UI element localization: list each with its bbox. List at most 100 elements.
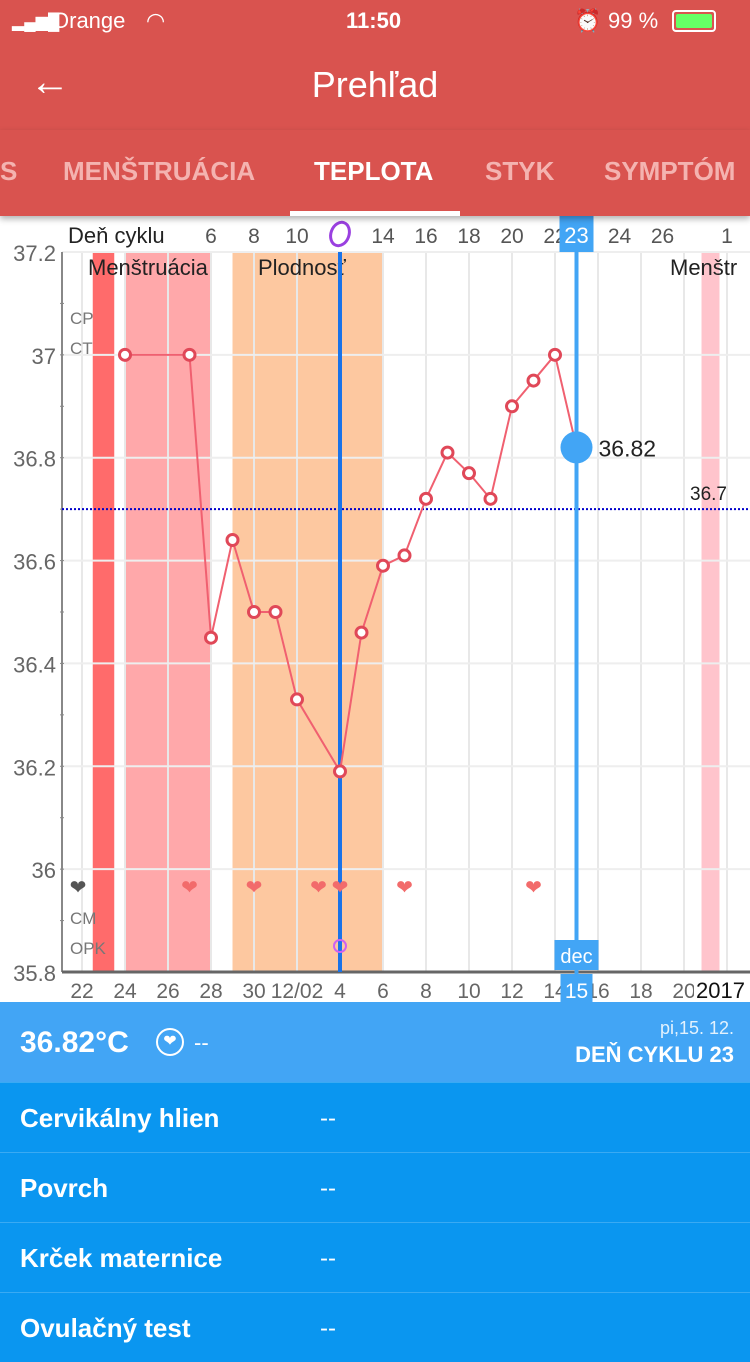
top-selected-badge <box>559 216 594 252</box>
top-tick-label: 24 <box>608 225 632 248</box>
intercourse-heart-icon: ❤ <box>525 877 542 899</box>
bottom-selected-badge <box>560 974 593 1002</box>
y-tick-label: 37 <box>32 344 56 369</box>
top-tick-label: 1 <box>721 225 733 248</box>
y-tick-label: 36.2 <box>13 755 56 780</box>
y-tick-label: 36 <box>32 858 56 883</box>
top-tick-label: 8 <box>248 225 260 248</box>
temperature-point <box>204 630 218 645</box>
battery-icon <box>672 10 716 32</box>
detail-row-cervical-mucus[interactable]: Cervikálny hlien -- <box>0 1082 750 1152</box>
bottom-tick-label: 12 <box>500 980 523 1002</box>
bottom-tick-label: 30 <box>242 980 265 1002</box>
year-label-bg <box>694 974 750 1002</box>
top-tick-label: 20 <box>500 225 523 248</box>
band-label-menstruation: Menštruácia <box>88 255 209 280</box>
temperature-point <box>118 347 132 362</box>
detail-label: Krček maternice <box>20 1243 223 1273</box>
page-title: Prehľad <box>311 64 439 105</box>
row-label-ct: CT <box>70 339 93 358</box>
bottom-tick-label: 28 <box>199 980 222 1002</box>
detail-label: Povrch <box>20 1173 109 1203</box>
selected-day-info: 36.82°C ❤ -- pi,15. 12. DEŇ CYKLU 23 <box>0 1002 750 1082</box>
next-menstruation-band <box>701 252 720 972</box>
top-tick-label: 14 <box>371 225 395 248</box>
cycle-day: DEŇ CYKLU 23 <box>575 1042 734 1067</box>
wifi-icon: ◠ <box>146 8 166 33</box>
detail-label: Cervikálny hlien <box>20 1103 220 1133</box>
detail-row-cervix[interactable]: Krček maternice -- <box>0 1222 750 1292</box>
temperature-point <box>247 605 261 619</box>
tab-styk[interactable]: STYK <box>485 156 555 186</box>
tab-bar: S MENŠTRUÁCIA TEPLOTA STYK SYMPTÓM <box>0 130 750 216</box>
row-label-opk: OPK <box>70 939 107 958</box>
month-badge <box>554 940 599 970</box>
temperature-point <box>397 548 412 563</box>
temperature-point <box>225 533 240 547</box>
selected-point-label: 36.82 <box>599 435 657 461</box>
heart-legend-icon: ❤ <box>70 877 87 899</box>
ovulation-icon <box>329 220 351 248</box>
temperature-chart[interactable]: 37.2 37 36.8 36.6 36.4 36.2 36 35.8 Menštruácia P… <box>0 216 750 1002</box>
temperature-point <box>483 491 498 506</box>
temperature-point <box>440 445 455 460</box>
intercourse-value: -- <box>194 1030 209 1055</box>
battery-percent: 99 % <box>608 8 659 33</box>
bottom-tick-label: 8 <box>420 980 432 1002</box>
top-tick-label: 18 <box>457 225 480 248</box>
coverline-label: 36.7 <box>690 484 727 505</box>
intercourse-heart-icon: ❤ <box>246 877 263 899</box>
bottom-tick-label: 20 <box>672 980 695 1002</box>
bottom-tick-label: 24 <box>113 980 137 1002</box>
tab-symptom[interactable]: SYMPTÓM <box>604 156 736 186</box>
detail-value: -- <box>320 1315 336 1342</box>
detail-value: -- <box>320 1105 336 1132</box>
row-label-cm: CM <box>70 909 96 928</box>
tab-teplota[interactable]: TEPLOTA <box>314 156 434 186</box>
ovulation-test-marker <box>333 939 347 953</box>
temperature-point <box>268 605 283 619</box>
temperature-point <box>526 373 541 388</box>
tab-menstruacia[interactable]: MENŠTRUÁCIA <box>63 156 256 186</box>
carrier: Orange <box>52 8 126 33</box>
bottom-tick-label: 10 <box>457 980 480 1002</box>
year-label: 2017 <box>696 978 745 1002</box>
status-bar: ▂▄▆█ Orange ◠ 11:50 ⏰ 99 % <box>0 0 750 42</box>
selected-temperature: 36.82°C <box>20 1026 129 1059</box>
temperature-point <box>419 491 433 506</box>
top-tick-label: 26 <box>651 225 674 248</box>
y-tick-label: 36.8 <box>13 447 56 472</box>
bottom-tick-label: 22 <box>70 980 93 1002</box>
temperature-point <box>505 399 519 414</box>
detail-row-ovulation-test[interactable]: Ovulačný test -- <box>0 1292 750 1362</box>
menstruation-heavy-band <box>92 252 115 972</box>
temperature-point <box>354 625 369 640</box>
temperature-point <box>548 347 562 362</box>
bottom-tick-label: 12/02 <box>271 980 324 1002</box>
temperature-point <box>290 692 304 707</box>
top-axis-label: Deň cyklu <box>68 223 165 248</box>
row-label-cp: CP <box>70 309 94 328</box>
tab-indicator <box>290 211 460 216</box>
detail-value: -- <box>320 1175 336 1202</box>
tab-s[interactable]: S <box>0 156 18 186</box>
y-tick-label: 35.8 <box>13 961 56 986</box>
y-tick-label: 36.6 <box>13 550 56 575</box>
back-arrow-icon[interactable]: ← <box>30 60 70 104</box>
y-tick-label: 37.2 <box>13 241 56 266</box>
signal-icon: ▂▄▆█ <box>12 14 60 31</box>
y-tick-label: 36.4 <box>13 652 56 677</box>
bottom-tick-label: 26 <box>156 980 179 1002</box>
bottom-tick-label: 6 <box>377 980 389 1002</box>
intercourse-heart-icon: ❤ <box>332 877 349 899</box>
detail-row-surface[interactable]: Povrch -- <box>0 1152 750 1222</box>
selected-point <box>560 431 593 464</box>
intercourse-heart-icon: ❤ <box>396 877 413 899</box>
app-bar: ← Prehľad <box>0 42 750 130</box>
top-tick-label: 10 <box>285 225 308 248</box>
detail-value: -- <box>320 1245 336 1272</box>
temperature-point <box>376 558 390 573</box>
bottom-selected-label: 15 <box>565 980 588 1002</box>
top-tick-label: 16 <box>414 225 437 248</box>
heart-icon[interactable]: ❤ <box>156 1028 184 1056</box>
